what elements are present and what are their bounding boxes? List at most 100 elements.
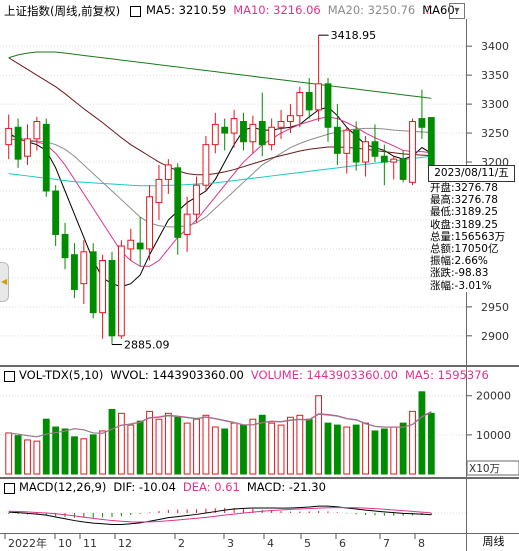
macd-dif-line — [8, 505, 432, 526]
candle — [99, 254, 107, 339]
candle-body — [80, 251, 88, 285]
volume-bar — [89, 434, 97, 475]
candle-body — [268, 126, 276, 146]
volume-bar — [183, 422, 191, 475]
candle — [287, 104, 294, 134]
volume-legend-item-0: VOL-TDX(5,10) — [19, 368, 104, 382]
candle — [193, 176, 200, 223]
time-tick-label: 7 — [383, 537, 390, 550]
candle — [343, 127, 351, 174]
candle-body — [333, 126, 341, 154]
candle — [202, 135, 210, 191]
time-tick-label: 2 — [178, 537, 185, 550]
candle — [117, 240, 125, 339]
candle — [427, 117, 435, 169]
volume-legend-item-2: VOLUME: 1443903360.00 — [250, 368, 398, 382]
candle — [409, 118, 416, 186]
candle-body — [343, 129, 351, 154]
candle — [89, 243, 97, 319]
candle-body — [427, 117, 435, 169]
ma-toggle-box[interactable] — [130, 6, 141, 17]
volume-bar — [61, 428, 69, 475]
candle — [240, 112, 247, 151]
volume-bar — [164, 412, 172, 475]
volume-bar — [362, 422, 369, 475]
info-value: -3.01% — [454, 279, 492, 292]
volume-legend: VOL-TDX(5,10) WVOL: 1443903360.00 VOLUME: … — [19, 368, 496, 382]
candle-body — [258, 120, 266, 146]
panel-divider[interactable] — [0, 365, 519, 367]
candle-body — [202, 144, 210, 186]
info-row: 收盘:3189.25 — [430, 219, 513, 231]
volume-bar — [268, 422, 276, 475]
candle — [390, 156, 398, 180]
high-label: 3418.95 — [331, 29, 377, 42]
candle — [155, 164, 163, 220]
ma-dropdown-icon[interactable]: ▾ — [449, 3, 465, 19]
time-axis: 2022年 10 11 12 2 3 4 5 6 7 8 — [4, 534, 425, 550]
candle-body — [14, 126, 22, 160]
volume-bar — [390, 426, 398, 475]
candle — [61, 222, 69, 270]
candle-body — [146, 196, 153, 250]
info-label: 最低: — [430, 206, 455, 219]
candle-body — [362, 141, 369, 163]
left-scroll-handle[interactable]: ◀ — [0, 262, 9, 302]
volume-bar — [146, 410, 153, 475]
candle-body — [193, 184, 200, 215]
volume-bar — [324, 422, 332, 475]
volume-toggle-box[interactable] — [4, 371, 15, 382]
volume-bar — [343, 426, 351, 475]
candle-body — [5, 127, 13, 146]
candle-body — [399, 158, 407, 180]
candle — [5, 114, 13, 160]
price-tick-label: 3250 — [481, 127, 509, 140]
volume-bar — [371, 430, 379, 475]
time-axis-line — [0, 533, 519, 534]
volume-bar — [80, 438, 88, 475]
ma-line-ma120 — [8, 51, 432, 99]
volume-legend-item-1: WVOL: 1443903360.00 — [110, 368, 244, 382]
candle-body — [108, 260, 116, 337]
macd-legend: MACD(12,26,9) DIF: -10.04 DEA: 0.61 MACD: -… — [19, 480, 333, 494]
candle-body — [99, 260, 107, 314]
price-tick-label: 3350 — [481, 69, 509, 82]
volume-bar — [127, 424, 135, 475]
candle — [164, 159, 172, 194]
volume-bar — [240, 424, 247, 475]
period-button[interactable]: 周线 — [466, 533, 519, 551]
ma-line-ma60 — [8, 57, 432, 176]
ma-line-ma20 — [8, 127, 432, 228]
time-tick-label: 4 — [267, 537, 274, 550]
macd-toggle-box[interactable] — [4, 483, 15, 494]
candle-body — [33, 120, 41, 140]
candle-body — [324, 83, 332, 128]
volume-bar — [427, 412, 435, 475]
candle — [174, 163, 182, 255]
volume-bar — [221, 428, 229, 475]
info-value: 3276.78 — [454, 182, 498, 194]
candle — [380, 144, 388, 186]
price-tick-label: 3400 — [481, 40, 509, 53]
info-panel: 开盘:3276.78 最高:3276.78 最低:3189.25 收盘:3189.25… — [430, 182, 513, 292]
candle — [71, 243, 78, 299]
price-tick-label: 2900 — [481, 330, 509, 343]
candle-body — [117, 245, 125, 337]
candle-body — [183, 213, 191, 235]
price-tick-label: 3300 — [481, 98, 509, 111]
candle-body — [296, 92, 304, 117]
volume-bar — [202, 414, 210, 475]
volume-legend-item-3: MA5: 1595376 — [405, 368, 489, 382]
info-row: 涨跌:-98.83 — [430, 267, 513, 279]
volume-ma10-line — [8, 411, 432, 438]
candle-body — [42, 123, 50, 192]
info-value: -98.83 — [454, 267, 489, 280]
info-label: 收盘: — [430, 218, 455, 231]
candle — [80, 240, 88, 304]
panel-divider-2[interactable] — [0, 477, 519, 479]
candle — [362, 135, 369, 177]
volume-bar — [71, 436, 78, 475]
info-label: 总额: — [430, 243, 455, 256]
candle — [211, 112, 219, 154]
